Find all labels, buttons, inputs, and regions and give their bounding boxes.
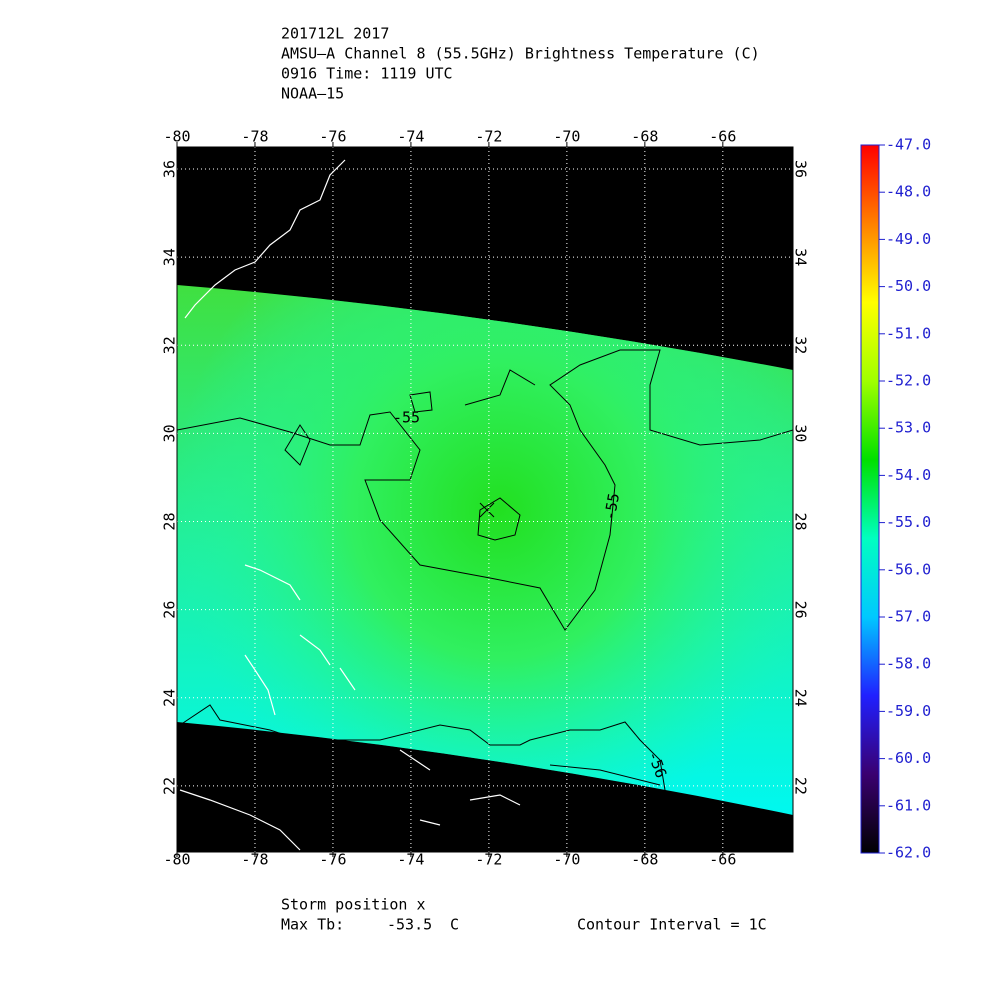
- y-tick-label: 36: [161, 160, 179, 178]
- x-tick-label: -70: [553, 851, 580, 869]
- coastline: [179, 564, 521, 851]
- contour-interval: Contour Interval = 1C: [577, 916, 767, 934]
- title-line: 0916 Time: 1119 UTC: [281, 65, 453, 83]
- x-tick-label: -78: [241, 128, 268, 146]
- title-line: AMSU–A Channel 8 (55.5GHz) Brightness Te…: [281, 45, 760, 63]
- colorbar-label: -60.0: [886, 749, 931, 767]
- x-tick-label: -70: [553, 128, 580, 146]
- warm-core: [177, 285, 793, 815]
- map-field: [177, 159, 793, 851]
- colorbar-label: -56.0: [886, 560, 931, 578]
- storm-marker: [479, 502, 495, 518]
- y-tick-label: 26: [161, 601, 179, 619]
- y-tick-label: 24: [161, 689, 179, 707]
- max-tb-label: Max Tb:: [281, 916, 344, 934]
- colorbar-label: -57.0: [886, 608, 931, 626]
- x-tick-label: -74: [397, 851, 424, 869]
- colorbar-label: -48.0: [886, 183, 931, 201]
- y-tick-label: 32: [792, 336, 810, 354]
- x-tick-label: -80: [163, 128, 190, 146]
- y-tick-label: 30: [161, 424, 179, 442]
- y-tick-label: 34: [792, 248, 810, 266]
- colorbar: [860, 144, 880, 854]
- max-tb-value: -53.5: [387, 916, 432, 934]
- y-tick-label: 30: [792, 424, 810, 442]
- colorbar-label: -52.0: [886, 372, 931, 390]
- y-tick-label: 28: [792, 513, 810, 531]
- map-frame: [176, 146, 794, 853]
- y-tick-label: 34: [161, 248, 179, 266]
- coastline: [184, 159, 346, 319]
- x-tick-label: -72: [475, 851, 502, 869]
- x-tick-label: -76: [319, 851, 346, 869]
- colorbar-label: -58.0: [886, 655, 931, 673]
- x-tick-label: -68: [631, 851, 658, 869]
- title-line: NOAA–15: [281, 85, 344, 103]
- storm-position: Storm position x: [281, 896, 426, 914]
- y-tick-label: 24: [792, 689, 810, 707]
- colorbar-label: -50.0: [886, 277, 931, 295]
- colorbar-label: -49.0: [886, 230, 931, 248]
- x-tick-label: -76: [319, 128, 346, 146]
- x-tick-label: -66: [709, 128, 736, 146]
- colorbar-label: -54.0: [886, 466, 931, 484]
- x-tick-label: -74: [397, 128, 424, 146]
- title-line: 201712L 2017: [281, 25, 389, 43]
- colorbar-label: -53.0: [886, 419, 931, 437]
- contour: [179, 369, 666, 791]
- x-tick-label: -68: [631, 128, 658, 146]
- colorbar-label: -55.0: [886, 513, 931, 531]
- colorbar-label: -51.0: [886, 324, 931, 342]
- x-tick-label: -66: [709, 851, 736, 869]
- x-tick-label: -72: [475, 128, 502, 146]
- x-tick-label: -78: [241, 851, 268, 869]
- contour-label: -55: [601, 492, 623, 522]
- colorbar-label: -59.0: [886, 702, 931, 720]
- max-tb-unit: C: [450, 916, 459, 934]
- colorbar-label: -61.0: [886, 796, 931, 814]
- contour-label: -55: [393, 409, 420, 427]
- y-tick-label: 22: [792, 777, 810, 795]
- colorbar-label: -62.0: [886, 844, 931, 862]
- y-tick-label: 32: [161, 336, 179, 354]
- colorbar-label: -47.0: [886, 136, 931, 154]
- y-tick-label: 22: [161, 777, 179, 795]
- y-tick-label: 28: [161, 513, 179, 531]
- y-tick-label: 36: [792, 160, 810, 178]
- y-tick-label: 26: [792, 601, 810, 619]
- x-tick-label: -80: [163, 851, 190, 869]
- contour: [177, 349, 793, 631]
